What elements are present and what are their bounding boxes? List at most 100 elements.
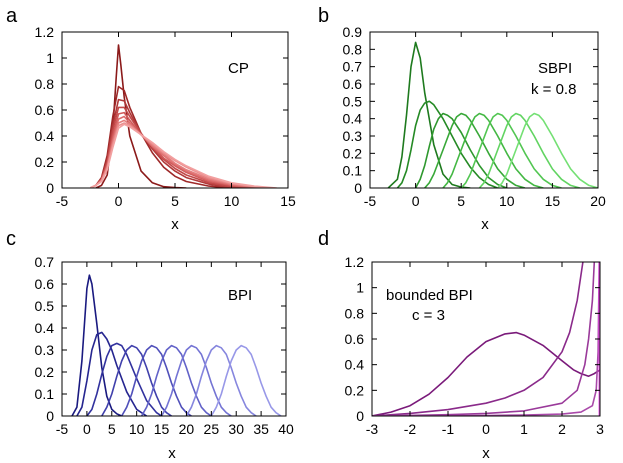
- panel-d-annotation-line-2: c = 3: [412, 307, 445, 324]
- panel-c-x-tick-label: -5: [56, 421, 69, 437]
- panel-b-y-tick-label: 0.6: [343, 76, 363, 92]
- panel-a-series: [89, 44, 277, 188]
- panel-a-series-9-line: [89, 123, 277, 188]
- panel-d-x-axis-label: x: [482, 445, 490, 462]
- panel-c-y-tick-label: 0: [46, 408, 54, 424]
- panel-b-x-tick-label: 0: [412, 193, 420, 209]
- panel-a-series-4-line: [89, 106, 255, 188]
- panel-a-y-tick-label: 1: [46, 50, 54, 66]
- panel-c-series-6-line: [140, 344, 212, 416]
- panel-b-y-tick-label: 0.2: [343, 145, 363, 161]
- panel-d-y-tick-label: 0.8: [345, 305, 365, 321]
- panel-a-y-tick-label: 1.2: [35, 24, 55, 40]
- panel-b-y-tick-label: 0.3: [343, 128, 363, 144]
- panel-b-y-tick-label: 0.5: [343, 93, 363, 109]
- panel-b-annotation-line-1: SBPI: [538, 60, 572, 77]
- panel-b-y-tick-label: 0.7: [343, 59, 363, 75]
- panel-c-series-1-line: [71, 274, 123, 416]
- panel-d-series: [372, 262, 600, 416]
- panel-b-x-tick-label: -5: [364, 193, 377, 209]
- panel-a-x-tick-label: 10: [224, 193, 240, 209]
- panel-c-x-tick-label: 15: [154, 421, 170, 437]
- panel-c-y-tick-label: 0.1: [35, 386, 55, 402]
- panel-c-x-axis-label: x: [168, 445, 176, 462]
- panel-a-x-tick-label: 0: [115, 193, 123, 209]
- panel-a-x-tick-label: 5: [171, 193, 179, 209]
- panel-d: d -3 -2 -1 0 1 2 3 0 0.2 0.4 0.6 0.8 1 1.2 bounded BP…: [318, 228, 604, 462]
- panel-d-x-tick-label: 1: [520, 421, 528, 437]
- panel-b-series-4-line: [424, 112, 526, 188]
- panel-b-series-6-line: [460, 112, 562, 188]
- panel-d-x-tick-label: -2: [404, 421, 417, 437]
- panel-c-y-tick-label: 0.4: [35, 320, 55, 336]
- panel-a-y-tick-label: 0.6: [35, 102, 55, 118]
- panel-d-series-4-line: [372, 262, 600, 416]
- panel-c-x-tick-label: 40: [278, 421, 294, 437]
- panel-c-series-2-line: [76, 331, 148, 416]
- panel-c-series: [71, 274, 282, 416]
- panel-b-x-tick-label: 15: [545, 193, 561, 209]
- panel-a-y-tick-label: 0: [46, 180, 54, 196]
- panel-b-x-tick-label: 20: [590, 193, 606, 209]
- panel-d-y-tick-label: 0: [356, 408, 364, 424]
- panel-c-x-tick-label: 5: [108, 421, 116, 437]
- panel-c-x-tick-label: 35: [253, 421, 269, 437]
- panel-a-x-tick-label: -5: [56, 193, 69, 209]
- panel-c-series-5-line: [121, 344, 192, 416]
- panel-b-x-tick-label: 10: [499, 193, 515, 209]
- panel-b-y-tick-label: 0.4: [343, 111, 363, 127]
- panel-b-series-5-line: [442, 112, 544, 188]
- panel-c-x-tick-label: 10: [129, 421, 145, 437]
- panel-d-x-tick-label: -3: [366, 421, 379, 437]
- panel-b-x-axis-label: x: [481, 216, 489, 233]
- panel-b-label: b: [318, 5, 329, 27]
- panel-b-y-tick-label: 0.8: [343, 41, 363, 57]
- panel-d-y-tick-label: 0.2: [345, 382, 365, 398]
- panel-d-frame: [371, 261, 601, 417]
- panel-d-ticks: -3 -2 -1 0 1 2 3 0 0.2 0.4 0.6 0.8 1 1.2: [345, 254, 605, 437]
- panel-a-y-tick-label: 0.2: [35, 154, 55, 170]
- panel-a-y-tick-label: 0.4: [35, 128, 55, 144]
- panel-a-y-tick-label: 0.8: [35, 76, 55, 92]
- panel-c-x-tick-label: 20: [179, 421, 195, 437]
- panel-d-y-tick-label: 0.4: [345, 357, 365, 373]
- panel-b-y-tick-label: 0.1: [343, 163, 363, 179]
- panel-c-y-tick-label: 0.2: [35, 364, 55, 380]
- panel-b-series-2-line: [396, 100, 498, 188]
- panel-d-x-tick-label: -1: [442, 421, 455, 437]
- panel-c-y-tick-label: 0.5: [35, 298, 55, 314]
- panel-c-x-tick-label: 30: [228, 421, 244, 437]
- panel-d-y-tick-label: 1: [356, 280, 364, 296]
- panel-a-annotation-line-1: CP: [228, 60, 249, 77]
- panel-c-annotation-line-1: BPI: [228, 287, 252, 304]
- panel-d-x-tick-label: 0: [482, 421, 490, 437]
- panel-b-series-3-line: [414, 112, 508, 188]
- panel-b-annotation-line-2: k = 0.8: [531, 81, 576, 98]
- panel-c-y-tick-label: 0.6: [35, 276, 55, 292]
- panel-b-series: [387, 41, 598, 188]
- panel-b-series-7-line: [478, 112, 581, 188]
- panel-c-series-7-line: [160, 344, 232, 416]
- panel-c-label: c: [6, 228, 16, 250]
- panel-c-y-tick-label: 0.3: [35, 342, 55, 358]
- panel-d-y-tick-label: 0.6: [345, 331, 365, 347]
- panel-d-series-1-line: [372, 331, 600, 416]
- panel-b-y-tick-label: 0: [354, 180, 362, 196]
- panel-b-series-1-line: [387, 41, 471, 188]
- panel-a-x-axis-label: x: [171, 216, 179, 233]
- panel-b-y-tick-label: 0.9: [343, 24, 363, 40]
- panel-d-x-tick-label: 3: [596, 421, 604, 437]
- panel-d-y-tick-label: 1.2: [345, 254, 365, 270]
- panel-d-annotation-line-1: bounded BPI: [386, 287, 473, 304]
- panel-c-series-8-line: [185, 344, 257, 416]
- panel-c-series-3-line: [86, 342, 163, 416]
- panel-c: c -5 0 5 10 15 20 25 30 35 4000.10.20.30.40.50.60…: [6, 228, 294, 462]
- panel-a-x-tick-label: 15: [280, 193, 296, 209]
- panel-c-y-tick-label: 0.7: [35, 254, 55, 270]
- panel-b: b -5 0 5 10 15 2000.10.20.30.40.50.60.70.80.9…: [318, 5, 606, 233]
